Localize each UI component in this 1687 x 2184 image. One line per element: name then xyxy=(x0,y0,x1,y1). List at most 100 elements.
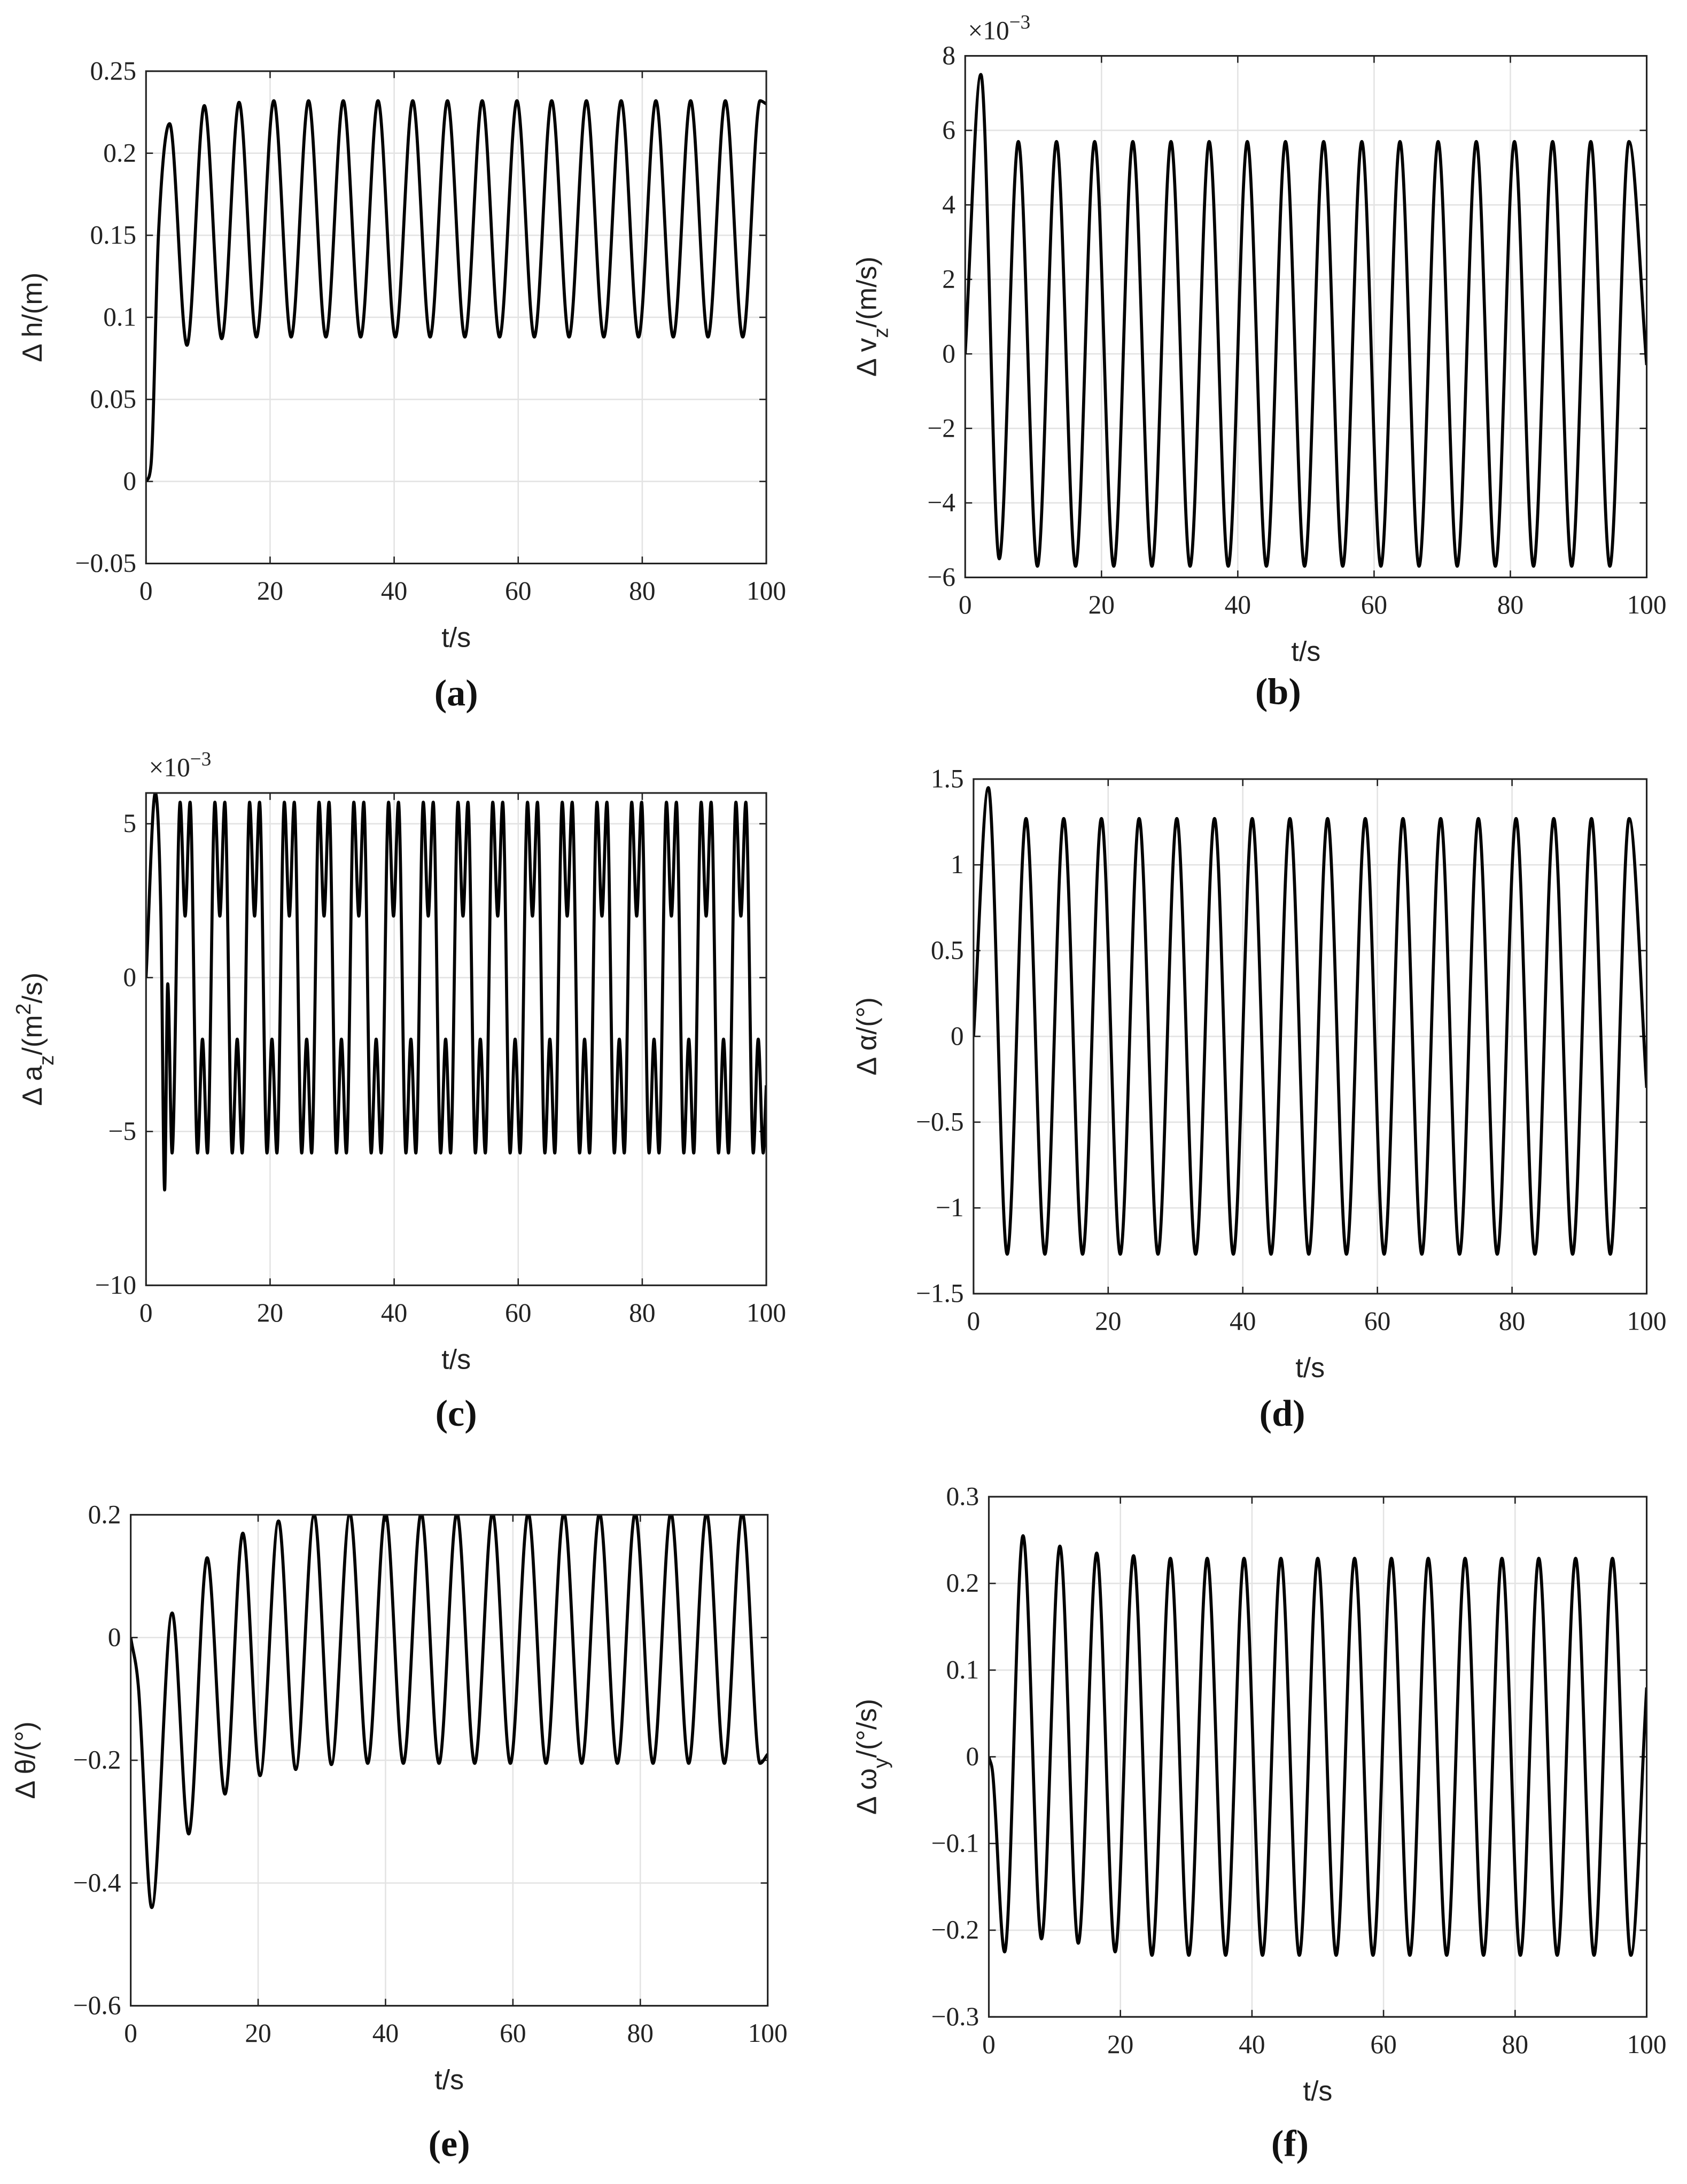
x-axis-label: t/s xyxy=(441,1344,471,1375)
plot-area xyxy=(965,56,1647,578)
axes-box xyxy=(964,55,1648,579)
y-axis-label-part: Δ v xyxy=(852,338,883,377)
y-tick-label: 0.2 xyxy=(88,1499,121,1529)
y-tick-label: −1.5 xyxy=(916,1278,964,1308)
x-tick-label: 20 xyxy=(1095,1307,1121,1336)
y-axis-label: Δ α/(°) xyxy=(852,997,883,1075)
y-axis-label: Δ h/(m) xyxy=(17,273,48,362)
y-tick-label: −2 xyxy=(927,413,955,442)
y-axis-label-part: Δ α/(°) xyxy=(852,997,883,1075)
data-line xyxy=(130,1514,768,1909)
x-tick-label: 0 xyxy=(124,2018,137,2048)
y-tick-label: 5 xyxy=(123,809,136,838)
data-line xyxy=(146,792,767,1192)
y-tick-label: −0.5 xyxy=(916,1107,964,1137)
x-tick-label: 80 xyxy=(1499,1307,1525,1336)
data-line xyxy=(146,99,767,483)
y-tick-label: 2 xyxy=(942,264,955,293)
x-tick-label: 20 xyxy=(1089,590,1115,619)
caption: (c) xyxy=(436,1393,477,1434)
axis-multiplier: ×10−3 xyxy=(968,11,1030,45)
x-tick-label: 100 xyxy=(1627,590,1666,619)
x-tick-label: 80 xyxy=(627,2018,654,2048)
x-tick-label: 60 xyxy=(505,1298,531,1327)
y-tick-label: −0.2 xyxy=(931,1915,979,1945)
y-tick-label: 8 xyxy=(942,41,955,70)
x-tick-label: 80 xyxy=(1502,2030,1528,2059)
y-axis-label-part: Δ h/(m) xyxy=(17,273,48,362)
x-tick-label: 40 xyxy=(1225,590,1251,619)
x-tick-label: 40 xyxy=(381,576,407,605)
y-axis-label-part: 2 xyxy=(12,1004,35,1015)
y-tick-label: −0.05 xyxy=(75,548,136,578)
y-tick-label: 0.2 xyxy=(946,1568,979,1598)
y-axis-label-part: Δ a xyxy=(17,1066,48,1106)
y-axis-label-part: /(m xyxy=(17,1015,48,1055)
axes-box xyxy=(988,1496,1648,2018)
y-axis-label: Δ vz/(m/s) xyxy=(852,257,893,377)
x-tick-label: 0 xyxy=(982,2030,996,2059)
x-tick-label: 100 xyxy=(1627,2030,1666,2059)
x-axis-label: t/s xyxy=(441,623,471,654)
y-tick-label: −0.4 xyxy=(73,1868,121,1897)
x-tick-label: 40 xyxy=(1239,2030,1265,2059)
x-axis-label: t/s xyxy=(1303,2076,1333,2107)
y-tick-label: 0 xyxy=(951,1021,964,1051)
axis-multiplier: ×10−3 xyxy=(149,748,211,782)
caption: (b) xyxy=(1255,671,1301,712)
y-axis-label-part: Δ θ/(°) xyxy=(10,1721,41,1799)
y-tick-label: 0.25 xyxy=(90,56,137,86)
x-tick-label: 100 xyxy=(747,576,786,605)
x-tick-label: 40 xyxy=(372,2018,399,2048)
x-tick-label: 60 xyxy=(500,2018,526,2048)
x-tick-label: 80 xyxy=(629,576,655,605)
axes-box xyxy=(145,792,767,1286)
x-axis-label: t/s xyxy=(1295,1353,1325,1384)
y-tick-label: −4 xyxy=(927,488,955,517)
y-tick-label: −0.1 xyxy=(931,1828,979,1857)
caption: (f) xyxy=(1271,2123,1309,2165)
x-tick-label: 80 xyxy=(629,1298,655,1327)
axis-multiplier-part: −3 xyxy=(190,748,211,770)
caption: (d) xyxy=(1260,1393,1305,1434)
x-tick-label: 0 xyxy=(139,1298,153,1327)
y-axis-label: Δ az/(m2/s) xyxy=(12,973,58,1106)
y-axis-label-part: z xyxy=(869,328,892,338)
y-tick-label: 6 xyxy=(942,115,955,145)
y-axis-label: Δ θ/(°) xyxy=(10,1721,41,1799)
y-tick-label: 4 xyxy=(942,190,955,219)
y-axis-label-part: z xyxy=(35,1055,58,1066)
y-axis-label: Δ ωy/(°/s) xyxy=(852,1699,893,1815)
axes-box xyxy=(145,70,767,565)
y-tick-label: 0.5 xyxy=(931,936,964,965)
axis-multiplier-part: ×10 xyxy=(968,15,1009,45)
x-tick-label: 20 xyxy=(245,2018,271,2048)
x-tick-label: 0 xyxy=(967,1307,980,1336)
x-tick-label: 20 xyxy=(257,1298,283,1327)
axes-box xyxy=(973,778,1648,1295)
y-tick-label: 1.5 xyxy=(931,764,964,794)
x-tick-label: 40 xyxy=(381,1298,407,1327)
y-tick-label: −6 xyxy=(927,562,955,592)
data-line xyxy=(989,1534,1647,1957)
x-tick-label: 100 xyxy=(747,1298,786,1327)
axis-multiplier-part: ×10 xyxy=(149,753,190,782)
y-tick-label: 0.2 xyxy=(103,138,136,167)
x-tick-label: 60 xyxy=(1361,590,1387,619)
y-tick-label: 0.3 xyxy=(946,1481,979,1511)
y-tick-label: −1 xyxy=(936,1193,964,1222)
x-axis-label: t/s xyxy=(434,2065,464,2096)
x-tick-label: 100 xyxy=(1627,1307,1666,1336)
x-tick-label: 40 xyxy=(1230,1307,1256,1336)
y-tick-label: −0.6 xyxy=(73,1991,121,2020)
caption: (a) xyxy=(434,672,478,714)
y-tick-label: −5 xyxy=(108,1116,136,1146)
y-tick-label: −0.2 xyxy=(73,1745,121,1775)
y-axis-label-part: /(°/s) xyxy=(852,1699,883,1758)
y-axis-label-part: /(m/s) xyxy=(852,257,883,328)
y-tick-label: 0 xyxy=(123,467,136,496)
x-tick-label: 20 xyxy=(1107,2030,1133,2059)
y-axis-label-part: /s) xyxy=(17,973,48,1004)
